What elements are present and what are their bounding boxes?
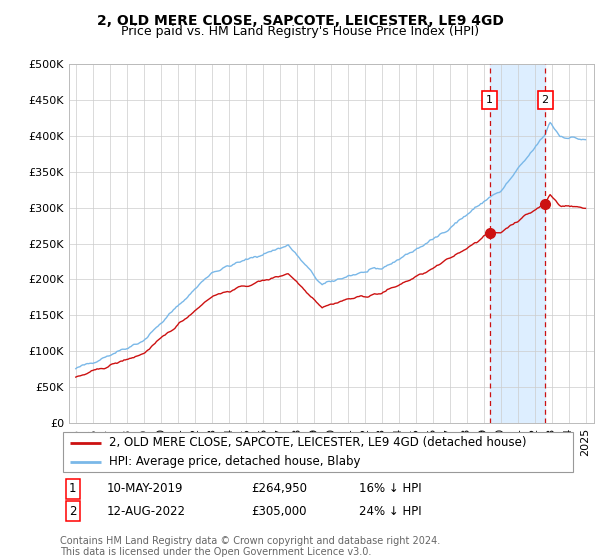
- Bar: [490, 64, 545, 423]
- Text: £264,950: £264,950: [251, 482, 307, 495]
- Text: Contains HM Land Registry data © Crown copyright and database right 2024.
This d: Contains HM Land Registry data © Crown c…: [60, 535, 440, 557]
- Text: HPI: Average price, detached house, Blaby: HPI: Average price, detached house, Blab…: [109, 455, 361, 468]
- Text: £305,000: £305,000: [251, 505, 307, 518]
- Text: 10-MAY-2019: 10-MAY-2019: [106, 482, 183, 495]
- Text: 16% ↓ HPI: 16% ↓ HPI: [359, 482, 422, 495]
- Text: 2: 2: [542, 95, 548, 105]
- Text: Price paid vs. HM Land Registry's House Price Index (HPI): Price paid vs. HM Land Registry's House …: [121, 25, 479, 38]
- FancyBboxPatch shape: [62, 432, 574, 473]
- Text: 2, OLD MERE CLOSE, SAPCOTE, LEICESTER, LE9 4GD: 2, OLD MERE CLOSE, SAPCOTE, LEICESTER, L…: [97, 14, 503, 28]
- Text: 12-AUG-2022: 12-AUG-2022: [106, 505, 185, 518]
- Text: 1: 1: [486, 95, 493, 105]
- Text: 1: 1: [69, 482, 77, 495]
- Text: 24% ↓ HPI: 24% ↓ HPI: [359, 505, 422, 518]
- Text: 2: 2: [69, 505, 77, 518]
- Text: 2, OLD MERE CLOSE, SAPCOTE, LEICESTER, LE9 4GD (detached house): 2, OLD MERE CLOSE, SAPCOTE, LEICESTER, L…: [109, 436, 527, 449]
